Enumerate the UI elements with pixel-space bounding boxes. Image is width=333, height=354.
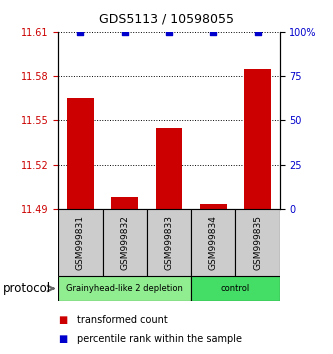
Point (255, 29, 260, 35)
Text: control: control (221, 284, 250, 293)
Bar (191, 209, 235, 276)
Text: GSM999835: GSM999835 (253, 215, 262, 270)
Text: ■: ■ (58, 315, 68, 325)
Bar (58, 276, 191, 301)
Text: GSM999834: GSM999834 (209, 215, 218, 270)
Bar (156, 128, 182, 209)
Point (78, 29, 83, 35)
Text: GSM999833: GSM999833 (165, 215, 173, 270)
Text: GDS5113 / 10598055: GDS5113 / 10598055 (99, 12, 234, 25)
Bar (103, 209, 147, 276)
Text: ■: ■ (58, 333, 68, 344)
Text: transformed count: transformed count (77, 315, 167, 325)
Bar (200, 205, 226, 209)
Text: GSM999831: GSM999831 (76, 215, 85, 270)
Bar (191, 276, 280, 301)
Bar (58, 209, 103, 276)
Text: GSM999832: GSM999832 (120, 215, 129, 270)
Point (211, 29, 216, 35)
Text: protocol: protocol (3, 282, 52, 295)
Bar (244, 69, 271, 209)
Text: Grainyhead-like 2 depletion: Grainyhead-like 2 depletion (66, 284, 183, 293)
Bar (147, 209, 191, 276)
Text: percentile rank within the sample: percentile rank within the sample (77, 333, 241, 344)
Bar (235, 209, 280, 276)
Point (122, 29, 128, 35)
Point (166, 29, 172, 35)
Bar (112, 197, 138, 209)
Bar (67, 98, 94, 209)
